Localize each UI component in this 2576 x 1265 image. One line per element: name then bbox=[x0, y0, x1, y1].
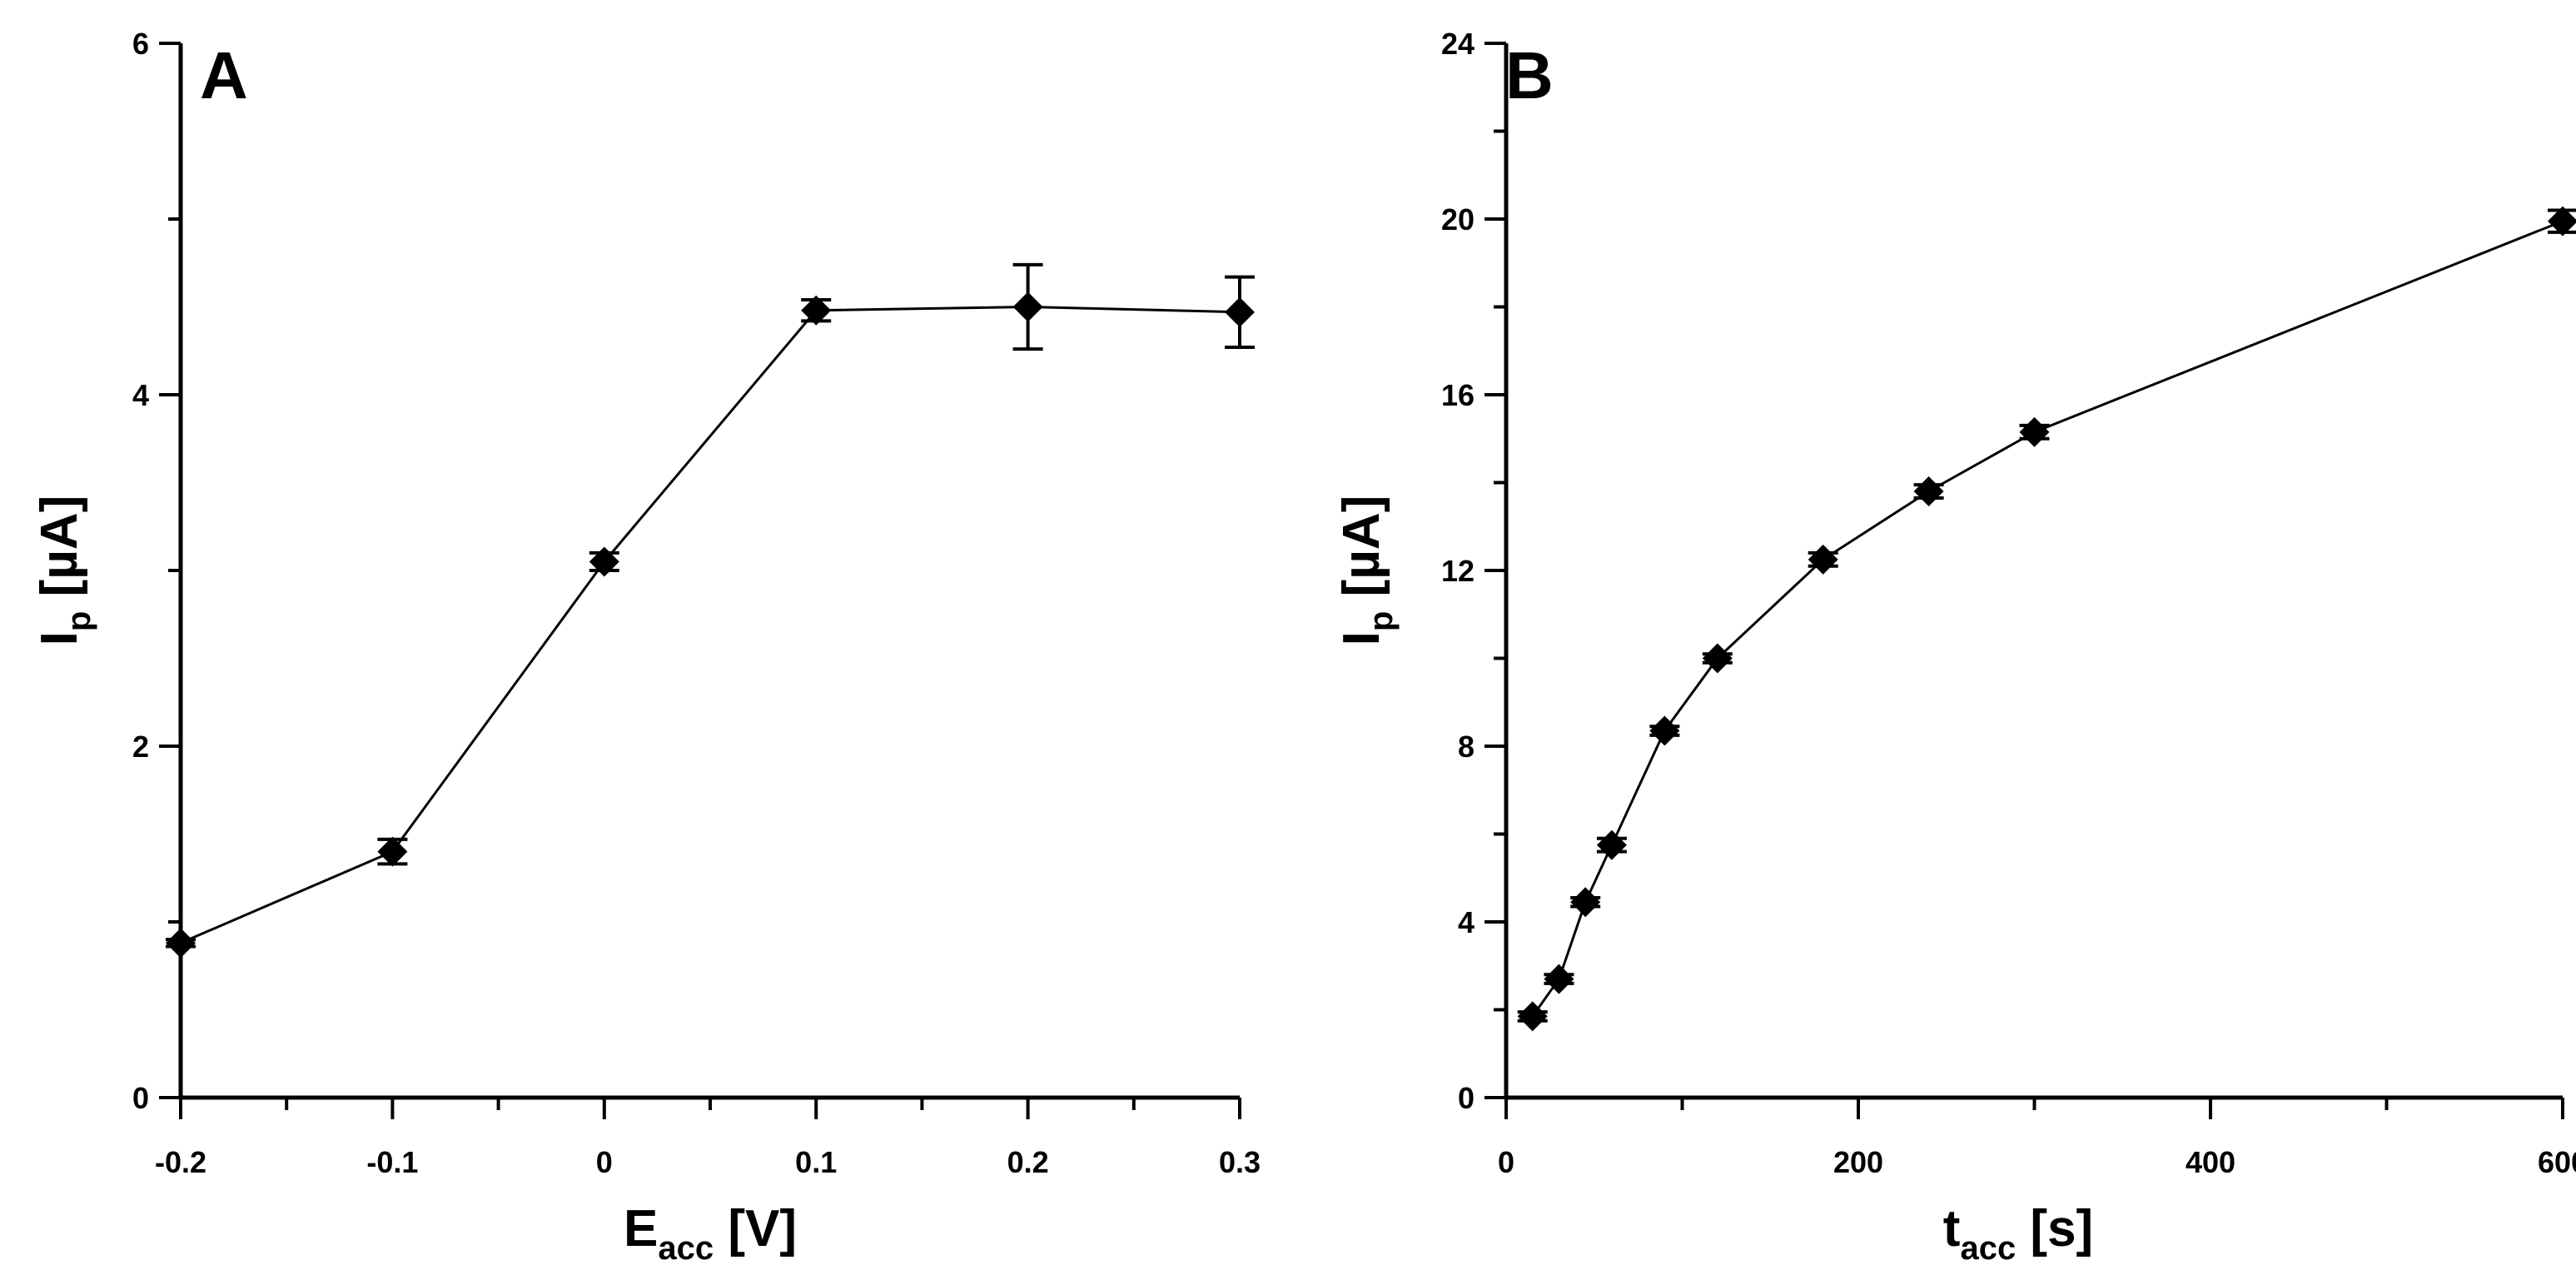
chart-a-x-tick-label: 0.3 bbox=[1219, 1145, 1261, 1179]
chart-a-data-point bbox=[1012, 291, 1043, 322]
chart-a-x-tick-label: 0 bbox=[596, 1145, 613, 1179]
chart-b-data-point bbox=[1570, 887, 1601, 918]
chart-b-x-tick-label: 400 bbox=[2186, 1145, 2235, 1179]
chart-a-data-point bbox=[1225, 296, 1255, 327]
chart-b-axes: 0 200 400 600 0 4 8 12 16 20 24 bbox=[1441, 27, 2576, 1179]
chart-a-x-axis-title-unit: [V] bbox=[714, 1200, 797, 1258]
chart-a-y-tick-label: 4 bbox=[132, 378, 149, 412]
chart-b-y-tick-label: 16 bbox=[1441, 378, 1474, 412]
chart-b-x-axis-title: tacc [s] bbox=[1943, 1200, 2093, 1265]
chart-b-x-tick-label: 0 bbox=[1498, 1145, 1514, 1179]
chart-b-y-tick-label: 0 bbox=[1458, 1081, 1474, 1115]
chart-a-x-tick-label: -0.1 bbox=[366, 1145, 418, 1179]
chart-b-panel-label: B bbox=[1505, 38, 1554, 112]
chart-a-series-line bbox=[180, 305, 1241, 944]
chart-a-panel-label: A bbox=[200, 38, 248, 112]
chart-a-y-axis-title-subscript: p bbox=[61, 611, 97, 631]
chart-b-y-axis-title-main: I bbox=[1333, 631, 1390, 645]
chart-b-y-tick-label: 4 bbox=[1458, 905, 1474, 939]
chart-b-data-point bbox=[1702, 643, 1733, 674]
chart-panel-b: 0 200 400 600 0 4 8 12 16 20 24 B tacc [s] Ip [µA] bbox=[1333, 27, 2576, 1265]
chart-b-data-point bbox=[1913, 476, 1944, 507]
chart-b-y-tick-label: 8 bbox=[1458, 730, 1474, 764]
chart-a-y-tick-label: 6 bbox=[132, 27, 149, 61]
chart-a-x-axis-title-subscript: acc bbox=[658, 1230, 714, 1265]
chart-b-y-axis-title-subscript: p bbox=[1363, 611, 1400, 631]
chart-a-data-point bbox=[589, 546, 619, 577]
chart-b-x-tick-label: 200 bbox=[1833, 1145, 1883, 1179]
chart-b-y-tick-label: 12 bbox=[1441, 554, 1474, 588]
chart-b-data-point bbox=[2548, 206, 2576, 237]
chart-b-y-axis-title: Ip [µA] bbox=[1333, 496, 1400, 646]
chart-a-x-tick-label: 0.1 bbox=[795, 1145, 837, 1179]
chart-a-data-point bbox=[377, 836, 408, 867]
chart-b-y-tick-label: 24 bbox=[1441, 27, 1474, 61]
chart-a-y-axis-title-unit: [µA] bbox=[31, 496, 88, 611]
chart-b-marks bbox=[1517, 206, 2576, 1032]
chart-a-y-axis-title: Ip [µA] bbox=[31, 496, 97, 646]
chart-b-x-tick-label: 600 bbox=[2538, 1145, 2576, 1179]
chart-a-x-tick-label: 0.2 bbox=[1007, 1145, 1049, 1179]
chart-a-x-axis-title: Eacc [V] bbox=[624, 1200, 797, 1265]
chart-a-y-tick-label: 2 bbox=[132, 730, 149, 764]
chart-b-x-axis-title-unit: [s] bbox=[2016, 1200, 2093, 1258]
chart-a-marks bbox=[166, 262, 1255, 959]
chart-b-x-axis-title-main: t bbox=[1943, 1200, 1961, 1258]
chart-b-y-tick-label: 20 bbox=[1441, 202, 1474, 237]
chart-b-y-axis-title-unit: [µA] bbox=[1333, 496, 1390, 611]
chart-b-data-point bbox=[1596, 829, 1627, 860]
chart-b-data-point bbox=[1544, 964, 1574, 994]
chart-a-x-axis-title-main: E bbox=[624, 1200, 658, 1258]
chart-panel-a: -0.2 -0.1 0 0.1 0.2 0.3 0 2 4 6 A Eacc [V] Ip [µA… bbox=[31, 27, 1261, 1265]
chart-b-data-point bbox=[2019, 416, 2050, 447]
chart-a-data-point bbox=[801, 295, 832, 326]
chart-b-series-line bbox=[1531, 220, 2564, 1018]
chart-a-y-axis-title-main: I bbox=[31, 631, 88, 645]
chart-a-axes: -0.2 -0.1 0 0.1 0.2 0.3 0 2 4 6 bbox=[132, 27, 1261, 1179]
chart-b-data-point bbox=[1808, 544, 1838, 575]
chart-a-y-tick-label: 0 bbox=[132, 1081, 149, 1115]
chart-b-x-axis-title-subscript: acc bbox=[1960, 1230, 2016, 1265]
chart-a-x-tick-label: -0.2 bbox=[155, 1145, 206, 1179]
chart-b-data-point bbox=[1649, 715, 1680, 746]
chart-b-data-point bbox=[1517, 1001, 1548, 1032]
